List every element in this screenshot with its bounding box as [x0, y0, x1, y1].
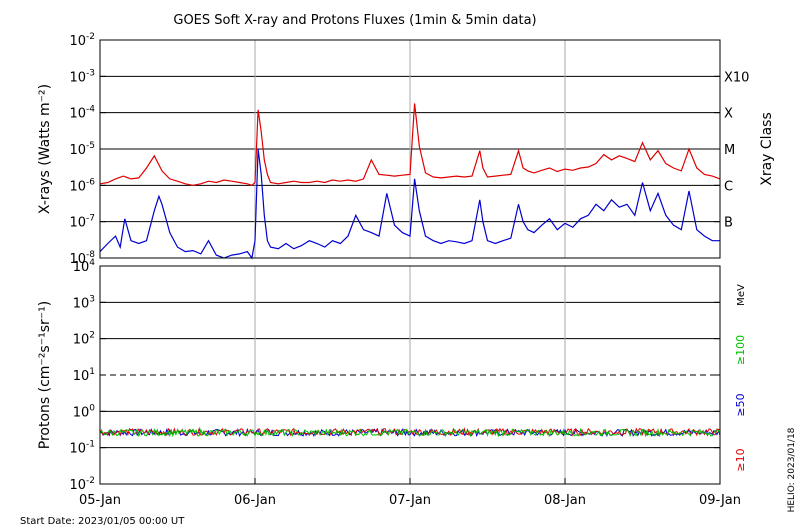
xray-class-x10: X10 — [724, 70, 749, 85]
x-tick-label: 07-Jan — [389, 493, 431, 508]
proton-grid — [100, 266, 720, 484]
proton-y-axis-label: Protons (cm⁻²s⁻¹sr⁻¹) — [37, 301, 53, 450]
xray-series-long — [99, 103, 721, 186]
proton-unit-label: MeV — [736, 284, 747, 306]
xray-y-tick-label: 10-5 — [69, 141, 95, 158]
x-tick-label: 06-Jan — [234, 493, 276, 508]
x-tick-label: 09-Jan — [699, 493, 741, 508]
xray-series-short — [99, 148, 720, 260]
xray-y-tick-label: 10-3 — [69, 68, 95, 85]
xray-y-tick-label: 10-4 — [69, 105, 95, 122]
proton-y-tick-label: 103 — [73, 294, 95, 311]
proton-legend: ≥100 ≥50 ≥10 — [734, 335, 747, 472]
xray-y-tick-label: 10-2 — [69, 32, 95, 49]
xray-class-x: X — [724, 107, 733, 122]
proton-y-tick-label: 104 — [73, 258, 96, 275]
xray-y-tick-label: 10-7 — [69, 214, 95, 231]
proton-legend-entry: ≥10 — [734, 448, 747, 471]
xray-panel: 10-8 10-7 10-6 10-5 10-4 10-3 10-2 X10 X M C B X-r… — [37, 32, 775, 267]
xray-y-tick-label: 10-8 — [69, 250, 95, 267]
proton-legend-entry: ≥100 — [734, 335, 747, 365]
xray-series-group — [99, 103, 721, 260]
xray-grid — [100, 40, 720, 258]
xray-class-c: C — [724, 179, 733, 194]
chart-title: GOES Soft X-ray and Protons Fluxes (1min… — [173, 13, 536, 28]
xray-class-axis-label: Xray Class — [759, 112, 775, 186]
xray-class-labels: X10 X M C B — [724, 70, 749, 230]
xray-class-b: B — [724, 216, 733, 231]
proton-series-group — [99, 426, 721, 438]
proton-y-tick-label: 101 — [73, 367, 95, 384]
proton-y-ticks: 10-2 10-1 100 101 102 103 104 — [69, 258, 720, 493]
xray-y-axis-label: X-rays (Watts m⁻²) — [37, 84, 53, 214]
proton-y-tick-label: 10-2 — [69, 476, 95, 493]
proton-panel: 10-2 10-1 100 101 102 103 104 Protons (cm⁻²s⁻¹… — [37, 258, 747, 493]
proton-legend-entry: ≥50 — [734, 393, 747, 416]
xray-class-m: M — [724, 143, 735, 158]
xray-y-ticks: 10-8 10-7 10-6 10-5 10-4 10-3 10-2 — [69, 32, 720, 267]
x-tick-label: 05-Jan — [79, 493, 121, 508]
xray-y-tick-label: 10-6 — [69, 177, 95, 194]
proton-series-100 — [99, 427, 721, 438]
proton-y-tick-label: 100 — [73, 403, 96, 420]
helio-stamp: HELIO: 2023/01/18 — [787, 427, 797, 512]
x-tick-label: 08-Jan — [544, 493, 586, 508]
proton-y-tick-label: 102 — [73, 331, 95, 348]
start-date: Start Date: 2023/01/05 00:00 UT — [20, 516, 185, 527]
x-axis-ticks: 05-Jan 06-Jan 07-Jan 08-Jan 09-Jan — [79, 478, 741, 508]
proton-y-tick-label: 10-1 — [69, 440, 95, 457]
